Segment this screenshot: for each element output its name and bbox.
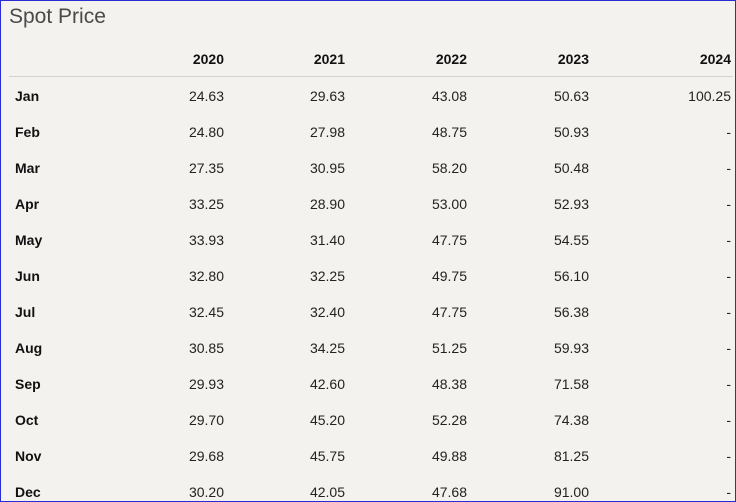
table-cell: 29.70 (188, 412, 224, 428)
table-cell: 30.95 (309, 160, 345, 176)
table-cell: 32.40 (309, 304, 345, 320)
column-header: 2022 (435, 51, 467, 67)
table-cell: 34.25 (309, 340, 345, 356)
table-cell: 24.63 (188, 88, 224, 104)
table-cell: 52.28 (431, 412, 467, 428)
row-label: Sep (15, 376, 41, 392)
table-cell: - (726, 160, 731, 176)
table-cell: 45.75 (309, 448, 345, 464)
row-label: Jan (15, 88, 40, 104)
row-label: Dec (15, 484, 41, 500)
table-cell: 27.98 (309, 124, 345, 140)
table-cell: 43.08 (431, 88, 467, 104)
column-header: 2024 (699, 51, 731, 67)
table-cell: 47.75 (431, 232, 467, 248)
table-cell: 91.00 (553, 484, 589, 500)
table-cell: 74.38 (553, 412, 589, 428)
row-label: Aug (15, 340, 43, 356)
table-cell: 27.35 (188, 160, 224, 176)
row-label: Nov (15, 448, 42, 464)
table-cell: 32.25 (309, 268, 345, 284)
table-cell: - (726, 304, 731, 320)
row-label: Oct (15, 412, 39, 428)
row-label: May (15, 232, 43, 248)
table-cell: 52.93 (553, 196, 589, 212)
table-cell: - (726, 196, 731, 212)
table-cell: 50.93 (553, 124, 589, 140)
row-label: Mar (15, 160, 40, 176)
column-header: 2023 (557, 51, 589, 67)
table-cell: 29.63 (309, 88, 345, 104)
table-cell: - (726, 412, 731, 428)
table-cell: - (726, 340, 731, 356)
table-cell: 33.93 (188, 232, 224, 248)
header-rule (9, 76, 733, 77)
row-label: Jul (15, 304, 36, 320)
table-cell: - (726, 448, 731, 464)
table-cell: 58.20 (431, 160, 467, 176)
table-cell: 29.93 (188, 376, 224, 392)
table-cell: 24.80 (188, 124, 224, 140)
row-label: Apr (15, 196, 40, 212)
table-cell: 50.63 (553, 88, 589, 104)
title: Spot Price (9, 5, 106, 28)
table-cell: - (726, 376, 731, 392)
table-cell: 47.75 (431, 304, 467, 320)
table-cell: - (726, 232, 731, 248)
table-cell: 53.00 (431, 196, 467, 212)
table-cell: 54.55 (553, 232, 589, 248)
table-cell: 29.68 (188, 448, 224, 464)
table-cell: 48.75 (431, 124, 467, 140)
table-cell: 47.68 (431, 484, 467, 500)
table-cell: 100.25 (688, 88, 731, 104)
table-cell: 56.38 (553, 304, 589, 320)
table-cell: 81.25 (553, 448, 589, 464)
table-cell: 59.93 (553, 340, 589, 356)
table-cell: 71.58 (553, 376, 589, 392)
table-cell: 30.85 (188, 340, 224, 356)
table-cell: 51.25 (431, 340, 467, 356)
column-header: 2021 (313, 51, 345, 67)
table-cell: - (726, 268, 731, 284)
table-cell: 50.48 (553, 160, 589, 176)
table-cell: 30.20 (188, 484, 224, 500)
column-header: 2020 (192, 51, 224, 67)
table-cell: 33.25 (188, 196, 224, 212)
row-label: Jun (15, 268, 40, 284)
table-cell: 49.75 (431, 268, 467, 284)
table-cell: 56.10 (553, 268, 589, 284)
table-cell: 48.38 (431, 376, 467, 392)
table-cell: - (726, 124, 731, 140)
table-cell: 45.20 (309, 412, 345, 428)
table-cell: - (726, 484, 731, 500)
table-cell: 49.88 (431, 448, 467, 464)
table-cell: 42.05 (309, 484, 345, 500)
row-label: Feb (15, 124, 40, 140)
table-cell: 31.40 (309, 232, 345, 248)
table-cell: 28.90 (309, 196, 345, 212)
table-cell: 32.45 (188, 304, 224, 320)
table-cell: 42.60 (309, 376, 345, 392)
table-cell: 32.80 (188, 268, 224, 284)
